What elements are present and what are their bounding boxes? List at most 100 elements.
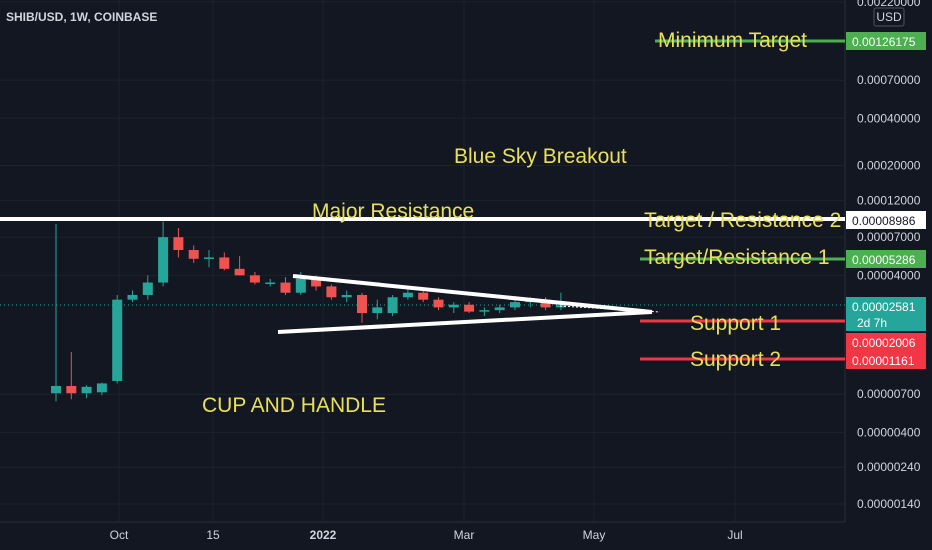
candle — [219, 252, 230, 271]
target-res2-label: Target / Resistance 2 — [644, 209, 841, 232]
candle — [96, 382, 107, 396]
candle — [357, 292, 367, 323]
candle-body — [357, 294, 367, 314]
candle-body — [188, 249, 199, 259]
x-tick-label: Oct — [110, 528, 129, 542]
candle-body — [540, 299, 551, 308]
y-tick-label: 0.00000140 — [857, 497, 921, 511]
candle-body — [387, 297, 398, 314]
major-resistance-label: Major Resistance — [312, 200, 474, 223]
svg-text:0.00002006: 0.00002006 — [852, 336, 916, 350]
candle-body — [249, 275, 260, 283]
svg-text:0.00008986: 0.00008986 — [852, 214, 916, 228]
candle-body — [142, 282, 153, 295]
candle-body — [265, 282, 276, 285]
y-axis[interactable]: 0.00220000 0.00070000 0.00040000 0.00020000… — [857, 0, 921, 511]
candle-body — [112, 299, 123, 381]
candle-body — [311, 278, 322, 287]
y-tick-label: 0.00040000 — [857, 111, 921, 125]
x-axis[interactable]: Oct 15 2022 Mar May Jul — [110, 528, 743, 542]
y-tick-label: 0.00000240 — [857, 460, 921, 474]
svg-text:0.00001161: 0.00001161 — [852, 354, 915, 368]
candle — [433, 297, 444, 311]
candle-body — [173, 237, 184, 250]
candle — [81, 385, 92, 399]
candles — [51, 221, 566, 402]
currency-box[interactable] — [873, 7, 905, 27]
candle-body — [326, 286, 337, 298]
badge-support2: 0.00001161 — [846, 351, 926, 369]
triangle-upper-line — [292, 274, 653, 314]
y-tick-label: 0.00020000 — [857, 159, 921, 173]
candle-body — [372, 307, 383, 314]
cup-handle-label: CUP AND HANDLE — [202, 394, 386, 417]
candle — [479, 307, 490, 317]
y-tick-label: 0.00070000 — [857, 73, 921, 87]
target-res1-label: Target/Resistance 1 — [644, 246, 830, 269]
candle-body — [402, 292, 413, 298]
x-tick-label: Jul — [727, 528, 742, 542]
breakout-dotted-line — [559, 305, 661, 313]
candle — [265, 278, 276, 287]
candle-body — [510, 302, 520, 308]
svg-text:0.00005286: 0.00005286 — [852, 253, 916, 267]
triangle-lower-line — [277, 310, 653, 334]
candle — [173, 228, 184, 258]
minimum-target-label: Minimum Target — [658, 29, 807, 52]
candle — [142, 275, 153, 300]
candle — [158, 221, 169, 287]
x-tick-label: 15 — [206, 528, 220, 542]
svg-text:0.00002581: 0.00002581 — [852, 300, 916, 314]
candle — [112, 294, 123, 384]
blue-sky-label: Blue Sky Breakout — [454, 145, 627, 168]
x-tick-label: May — [583, 528, 606, 542]
grid-lines — [0, 0, 845, 522]
candle-body — [204, 257, 214, 259]
candle-body — [81, 386, 92, 394]
currency-label: USD — [876, 10, 902, 24]
badge-min-target: 0.00126175 — [846, 32, 926, 50]
y-tick-label: 0.00000400 — [857, 425, 921, 439]
badge-current: 0.00002581 2d 7h — [846, 297, 926, 331]
candle — [66, 351, 77, 400]
candle-body — [464, 304, 475, 312]
y-tick-label: 0.00004000 — [857, 268, 921, 282]
candle — [510, 299, 520, 311]
x-tick-label: 2022 — [310, 528, 337, 542]
candle — [494, 304, 505, 314]
candle — [51, 223, 61, 402]
candle — [234, 256, 245, 276]
candle-body — [448, 304, 459, 308]
candle-body — [341, 294, 352, 298]
candle — [249, 272, 260, 285]
candle — [326, 284, 337, 300]
support1-label: Support 1 — [690, 312, 781, 335]
candle — [418, 290, 429, 303]
candle-body — [280, 282, 291, 293]
candle — [448, 302, 459, 314]
candle — [464, 302, 475, 314]
y-tick-label: 0.00000700 — [857, 387, 921, 401]
candle-body — [494, 307, 505, 311]
badge-res2: 0.00008986 — [846, 211, 926, 229]
candle-body — [295, 278, 306, 293]
candle — [204, 249, 214, 268]
candle — [127, 290, 138, 303]
y-tick-label: 0.00007000 — [857, 230, 921, 244]
candle — [387, 294, 398, 317]
candle-body — [479, 310, 490, 312]
candle-body — [158, 237, 169, 283]
candle-body — [418, 292, 429, 300]
y-tick-label: 0.00012000 — [857, 193, 921, 207]
candle-body — [66, 385, 77, 394]
y-tick-label: 0.00220000 — [857, 0, 921, 9]
candle — [188, 245, 199, 263]
badge-support1: 0.00002006 — [846, 333, 926, 351]
candle-body — [51, 385, 61, 394]
svg-text:0.00126175: 0.00126175 — [852, 35, 916, 49]
candle — [280, 277, 291, 295]
support2-label: Support 2 — [690, 348, 781, 371]
candle-body — [234, 268, 245, 276]
symbol-header: SHIB/USD, 1W, COINBASE — [6, 10, 157, 24]
